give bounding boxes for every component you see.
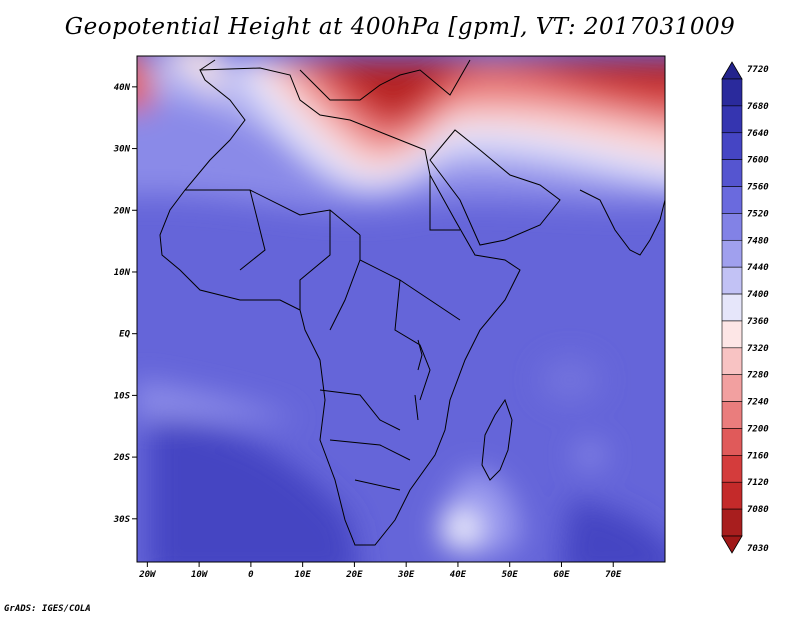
colorbar-bottom-arrow <box>721 535 743 554</box>
colorbar-swatch <box>721 266 743 295</box>
colorbar-label: 7160 <box>747 451 769 461</box>
colorbar-label: 7680 <box>747 102 769 112</box>
colorbar-label: 7520 <box>747 209 769 219</box>
colorbar-swatch <box>721 293 743 322</box>
lat-tick-label: 30N <box>113 145 131 155</box>
colorbar-swatch <box>721 428 743 456</box>
colorbar-swatch <box>721 132 743 160</box>
madagascar <box>481 398 513 481</box>
africa-coastline <box>159 67 521 546</box>
colorbar-swatch <box>721 239 743 268</box>
colorbar-label: 7120 <box>747 478 769 488</box>
lon-tick-label: 20E <box>345 570 363 580</box>
colorbar: 7720 7680 7640 7600 7560 7520 7480 7440 7400 7360… <box>721 61 769 554</box>
colorbar-label: 7030 <box>747 544 769 554</box>
lakes <box>414 339 423 421</box>
lat-tick-label: 20N <box>113 206 131 216</box>
colorbar-swatch <box>721 401 743 429</box>
colorbar-label: 7480 <box>747 236 769 246</box>
colorbar-label: 7640 <box>747 129 769 139</box>
map-figure: 40N 30N 20N 10N EQ 10S 20S 30S 20W 10W 0 10E 20E 30E… <box>113 55 769 580</box>
lon-tick-label: 70E <box>605 570 622 580</box>
colorbar-label: 7240 <box>747 398 769 408</box>
lon-tick-label: 30E <box>397 570 415 580</box>
arabia <box>429 129 561 246</box>
colorbar-swatch <box>721 320 743 349</box>
colorbar-swatch <box>721 455 743 483</box>
colorbar-swatch <box>721 159 743 187</box>
colorbar-label: 7560 <box>747 183 769 193</box>
lat-tick-label: 20S <box>113 453 131 463</box>
lat-tick-label: EQ <box>119 330 130 340</box>
colorbar-label: 7400 <box>747 290 769 300</box>
europe-coast <box>199 59 471 101</box>
colorbar-label: 7720 <box>747 65 769 75</box>
coastlines <box>159 59 665 546</box>
lat-tick-label: 40N <box>114 83 131 93</box>
colorbar-swatch <box>721 347 743 376</box>
colorbar-label: 7440 <box>747 263 769 273</box>
lon-tick-label: 60E <box>553 570 570 580</box>
colorbar-swatch <box>721 374 743 402</box>
colorbar-label: 7200 <box>747 424 769 434</box>
colorbar-label: 7320 <box>747 344 769 354</box>
credit-label: GrADS: IGES/COLA <box>4 604 91 614</box>
colorbar-label: 7080 <box>747 505 769 515</box>
africa-borders <box>185 175 461 491</box>
lon-tick-label: 10W <box>191 570 209 580</box>
colorbar-swatch <box>721 508 743 537</box>
colorbar-swatch <box>721 78 743 107</box>
colorbar-label: 7280 <box>747 371 769 381</box>
colorbar-swatch <box>721 186 743 214</box>
lon-tick-label: 0 <box>248 570 254 580</box>
lat-tick-label: 10S <box>114 391 131 401</box>
lat-tick-label: 30S <box>113 515 131 525</box>
india-coast <box>579 189 665 256</box>
lon-tick-label: 20W <box>138 570 157 580</box>
geopotential-field <box>137 56 665 562</box>
plot-frame <box>136 55 666 563</box>
colorbar-swatch <box>721 481 743 510</box>
colorbar-swatch <box>721 105 743 134</box>
lon-tick-label: 10E <box>295 570 312 580</box>
colorbar-label: 7600 <box>747 156 769 166</box>
map-title: Geopotential Height at 400hPa [gpm], VT:… <box>64 14 736 40</box>
lon-tick-label: 50E <box>502 570 519 580</box>
lon-tick-label: 40E <box>450 570 467 580</box>
longitude-axis: 20W 10W 0 10E 20E 30E 40E 50E 60E 70E <box>138 562 622 580</box>
colorbar-top-arrow <box>721 61 743 80</box>
latitude-axis: 40N 30N 20N 10N EQ 10S 20S 30S <box>113 83 137 525</box>
colorbar-swatch <box>721 213 743 241</box>
lat-tick-label: 10N <box>114 268 131 278</box>
colorbar-label: 7360 <box>747 317 769 327</box>
